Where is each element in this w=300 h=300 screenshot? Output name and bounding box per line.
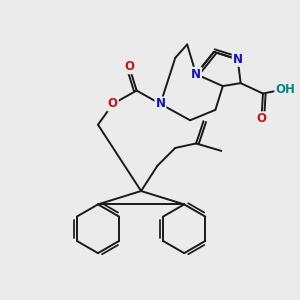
Text: OH: OH: [275, 82, 295, 96]
Text: O: O: [108, 98, 118, 110]
Text: O: O: [256, 112, 266, 125]
Text: N: N: [191, 68, 201, 81]
Text: O: O: [124, 60, 134, 73]
Text: N: N: [233, 53, 243, 66]
Text: N: N: [155, 98, 165, 110]
